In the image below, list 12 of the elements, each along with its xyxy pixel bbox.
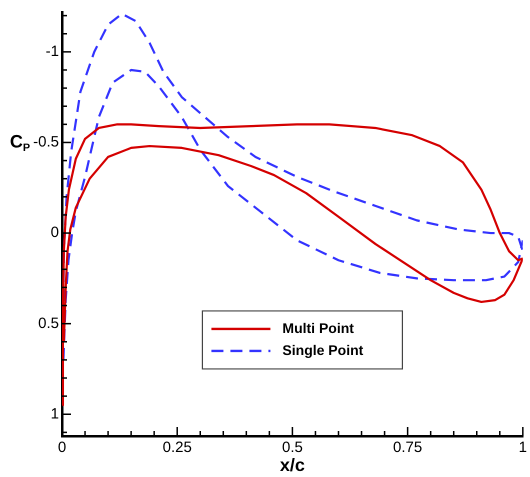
y-tick-label: 1 [50,405,59,422]
x-tick-label: 0.5 [282,439,303,456]
x-axis-title: x/c [280,454,305,475]
x-tick-label: 0.75 [393,439,422,456]
legend-label: Single Point [282,342,364,358]
y-tick-label: -0.5 [33,134,59,151]
y-tick-label: 0.5 [38,314,59,332]
legend-label: Multi Point [282,320,354,336]
x-tick-label: 0.25 [162,439,192,456]
x-tick-label: 1 [518,439,527,456]
y-tick-label: -1 [46,43,59,60]
y-tick-label: 0 [50,224,59,242]
